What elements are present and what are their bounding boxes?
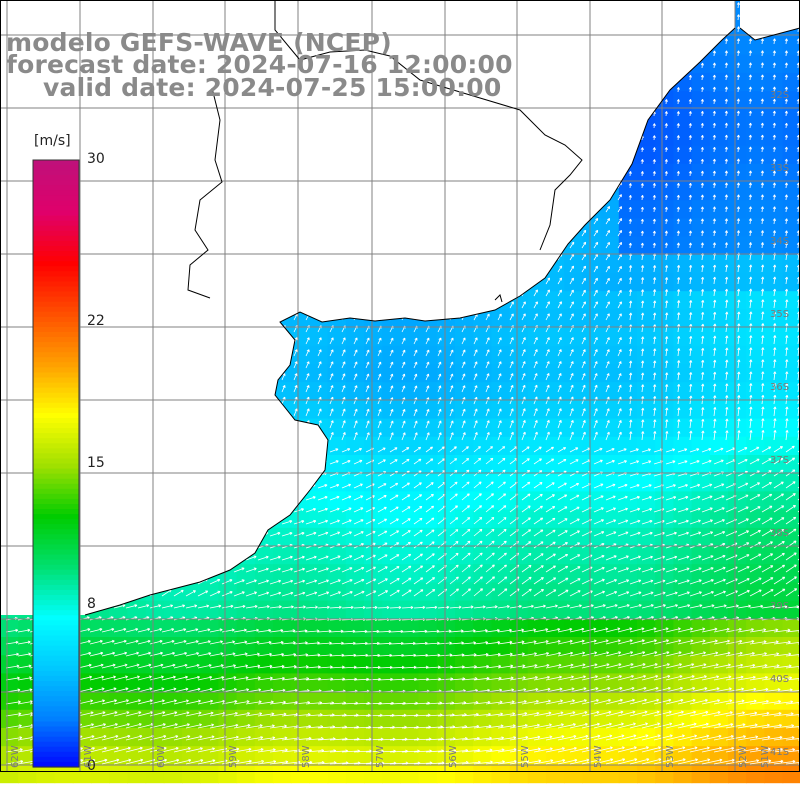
latitude-label: 34S xyxy=(770,236,790,247)
latitude-label: 38S xyxy=(770,528,790,539)
title-forecast-date: forecast date: 2024-07-16 12:00:00 xyxy=(6,50,513,79)
longitude-label: 56W xyxy=(448,745,459,768)
longitude-label: 59W xyxy=(228,745,239,768)
longitude-label: 52W xyxy=(738,745,749,768)
longitude-label: 51W xyxy=(760,745,771,768)
longitude-label: 54W xyxy=(593,745,604,768)
colorbar-tick-label: 15 xyxy=(87,454,105,471)
latitude-label: 40S xyxy=(770,674,790,685)
coastline xyxy=(84,0,800,616)
colorbar-unit: [m/s] xyxy=(34,133,71,149)
colorbar-tick-label: 30 xyxy=(87,151,105,167)
latitude-label: 36S xyxy=(770,382,790,393)
colorbar-tick-label: 0 xyxy=(87,758,96,774)
longitude-label: 57W xyxy=(375,745,386,768)
title-model: modelo GEFS-WAVE (NCEP) xyxy=(6,28,392,57)
longitude-label: 62W xyxy=(10,745,21,768)
longitude-label: 58W xyxy=(301,745,312,768)
latitude-label: 35S xyxy=(770,309,790,320)
lat-lon-grid xyxy=(0,0,800,772)
latitude-label: 33S xyxy=(770,163,790,174)
latitude-label: 37S xyxy=(770,455,790,466)
colorbar-tick-label: 8 xyxy=(87,596,96,613)
longitude-label: 53W xyxy=(665,745,676,768)
longitude-label: 60W xyxy=(156,745,167,768)
title-valid-date: valid date: 2024-07-25 15:00:00 xyxy=(43,73,502,102)
land-mask xyxy=(0,0,800,615)
colorbar xyxy=(32,159,80,768)
latitude-label: 32S xyxy=(770,90,790,101)
latitude-label: 41S xyxy=(770,747,790,758)
longitude-label: 61W xyxy=(83,745,94,768)
longitude-label: 55W xyxy=(520,745,531,768)
colorbar-tick-label: 22 xyxy=(87,312,105,329)
latitude-label: 39S xyxy=(770,601,790,612)
